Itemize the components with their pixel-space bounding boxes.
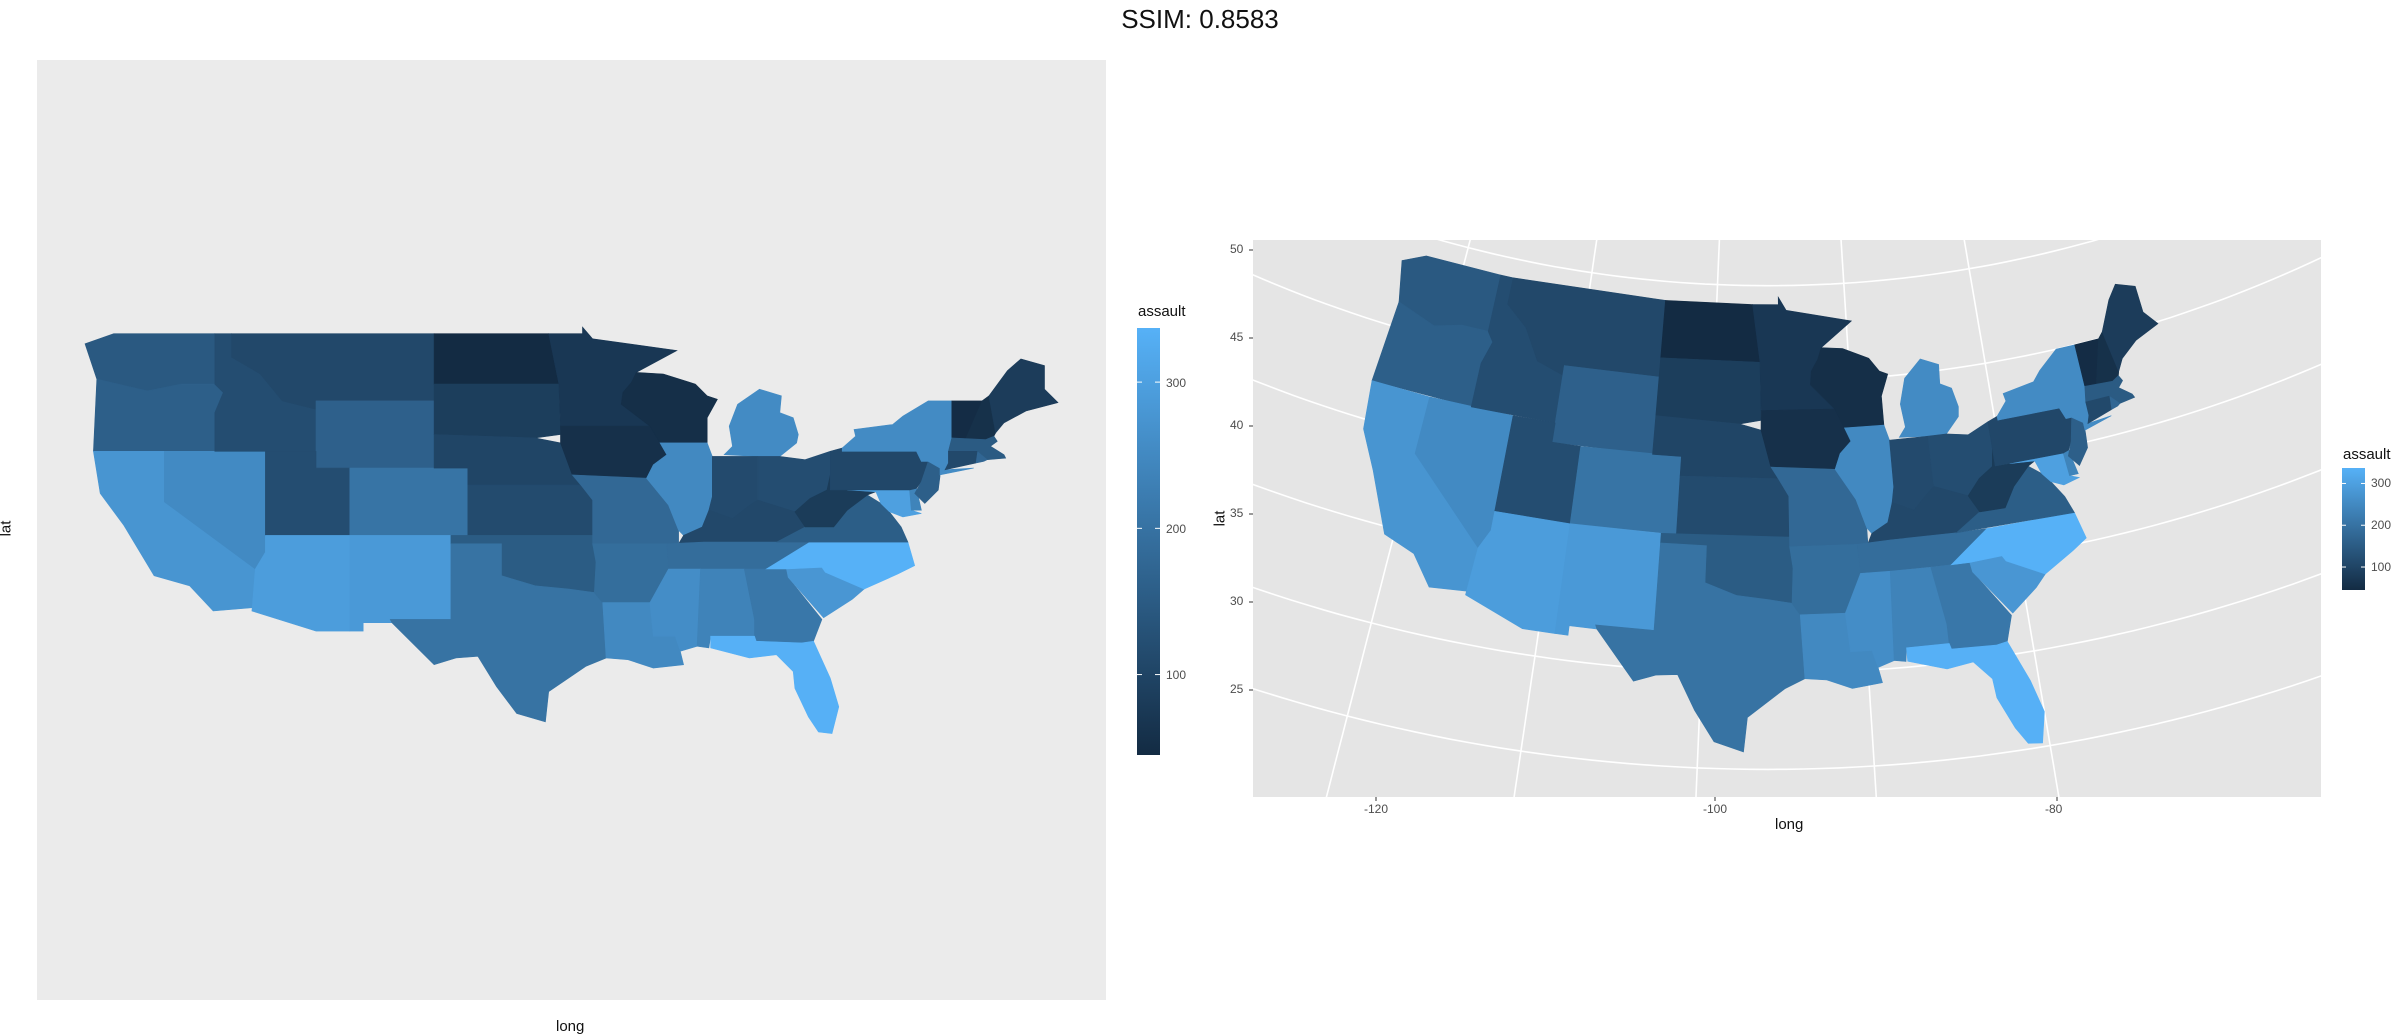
right-state-maine xyxy=(2101,283,2159,373)
right-legend-colorbar xyxy=(2342,468,2365,590)
left-legend-colorbar xyxy=(1137,328,1160,755)
y-tick-label: 35 xyxy=(1230,506,1244,520)
right-legend-title: assault xyxy=(2343,446,2391,463)
right-state-north-carolina xyxy=(1950,512,2087,575)
right-state-north-dakota xyxy=(1660,300,1761,363)
right-state-florida xyxy=(1906,641,2045,744)
left-y-axis-title: lat xyxy=(0,520,15,537)
left-state-arizona xyxy=(251,535,351,632)
left-state-maine xyxy=(988,358,1059,434)
right-x-axis-title: long xyxy=(1775,816,1804,833)
left-state-wyoming xyxy=(315,400,435,469)
left-state-florida xyxy=(710,635,840,734)
right-state-kansas xyxy=(1676,475,1790,538)
left-state-colorado xyxy=(349,467,469,536)
left-state-pennsylvania xyxy=(829,447,929,491)
y-tick-label: 50 xyxy=(1230,242,1244,256)
y-tick-label: 30 xyxy=(1230,594,1244,608)
left-state-mississippi xyxy=(649,568,701,652)
x-tick-label: -120 xyxy=(1364,802,1389,816)
right-legend-label-100: 100 xyxy=(2371,560,2392,574)
left-legend-label-200: 200 xyxy=(1166,522,1187,536)
right-map xyxy=(1363,255,2159,753)
right-state-south-dakota xyxy=(1655,357,1762,425)
left-state-oregon xyxy=(93,378,224,452)
graticule-latitude-line xyxy=(1437,240,2099,287)
right-legend-label-200: 200 xyxy=(2371,518,2392,532)
left-legend-title: assault xyxy=(1138,303,1186,320)
right-state-iowa xyxy=(1760,408,1852,470)
right-state-texas xyxy=(1595,542,1806,753)
left-x-axis-title: long xyxy=(556,1018,585,1035)
right-state-connecticut xyxy=(2085,395,2112,425)
left-state-south-dakota xyxy=(433,383,561,439)
right-state-colorado xyxy=(1569,446,1682,535)
right-state-wyoming xyxy=(1551,365,1660,455)
y-tick-label: 45 xyxy=(1230,330,1244,344)
right-y-axis-title: lat xyxy=(1211,510,1229,527)
left-state-new-mexico xyxy=(349,535,452,632)
figure-title: SSIM: 0.8583 xyxy=(1121,4,1279,34)
left-legend-label-100: 100 xyxy=(1166,668,1187,682)
left-state-texas xyxy=(389,543,607,723)
y-tick-label: 25 xyxy=(1230,682,1244,696)
left-map xyxy=(84,326,1059,734)
right-state-new-mexico xyxy=(1554,523,1662,636)
x-tick-label: -80 xyxy=(2045,802,2063,816)
left-state-north-dakota xyxy=(433,333,560,385)
left-state-connecticut xyxy=(944,450,978,471)
left-state-michigan xyxy=(723,388,799,457)
legends xyxy=(1137,249,2365,801)
left-legend-label-300: 300 xyxy=(1166,376,1187,390)
graticule-latitude-line xyxy=(1253,675,2321,771)
right-legend-label-300: 300 xyxy=(2371,476,2392,490)
right-state-michigan xyxy=(1898,358,1959,438)
x-tick-label: -100 xyxy=(1703,802,1728,816)
y-tick-label: 40 xyxy=(1230,418,1244,432)
right-state-mississippi xyxy=(1844,570,1895,668)
left-state-kansas xyxy=(467,484,593,536)
